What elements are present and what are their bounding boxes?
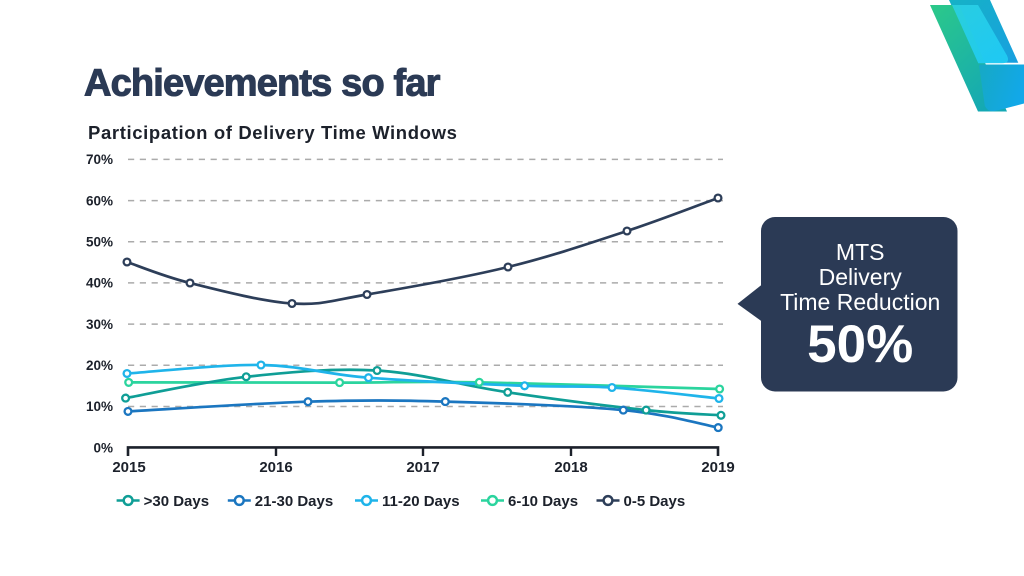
svg-text:>30 Days: >30 Days: [144, 493, 209, 510]
svg-text:2017: 2017: [406, 459, 439, 476]
svg-text:Participation of Delivery Time: Participation of Delivery Time Windows: [88, 122, 458, 143]
svg-text:50%: 50%: [807, 315, 913, 374]
svg-text:6-10 Days: 6-10 Days: [508, 493, 578, 510]
svg-text:2019: 2019: [701, 459, 734, 476]
svg-text:30%: 30%: [86, 317, 113, 332]
svg-text:40%: 40%: [86, 276, 113, 291]
svg-text:Time Reduction: Time Reduction: [780, 289, 940, 315]
svg-text:Achievements so far: Achievements so far: [84, 63, 441, 105]
svg-text:10%: 10%: [86, 399, 113, 414]
svg-text:0%: 0%: [93, 440, 113, 455]
svg-text:11-20 Days: 11-20 Days: [382, 493, 460, 510]
svg-text:MTS: MTS: [836, 239, 885, 265]
svg-text:20%: 20%: [86, 358, 113, 373]
svg-text:2015: 2015: [112, 459, 145, 476]
svg-text:0-5 Days: 0-5 Days: [624, 493, 686, 510]
svg-text:60%: 60%: [86, 193, 113, 208]
svg-text:Delivery: Delivery: [819, 264, 903, 290]
svg-text:50%: 50%: [86, 234, 113, 249]
svg-text:2016: 2016: [259, 459, 292, 476]
svg-text:21-30 Days: 21-30 Days: [255, 493, 333, 510]
svg-text:70%: 70%: [86, 152, 113, 167]
svg-text:2018: 2018: [554, 459, 587, 476]
